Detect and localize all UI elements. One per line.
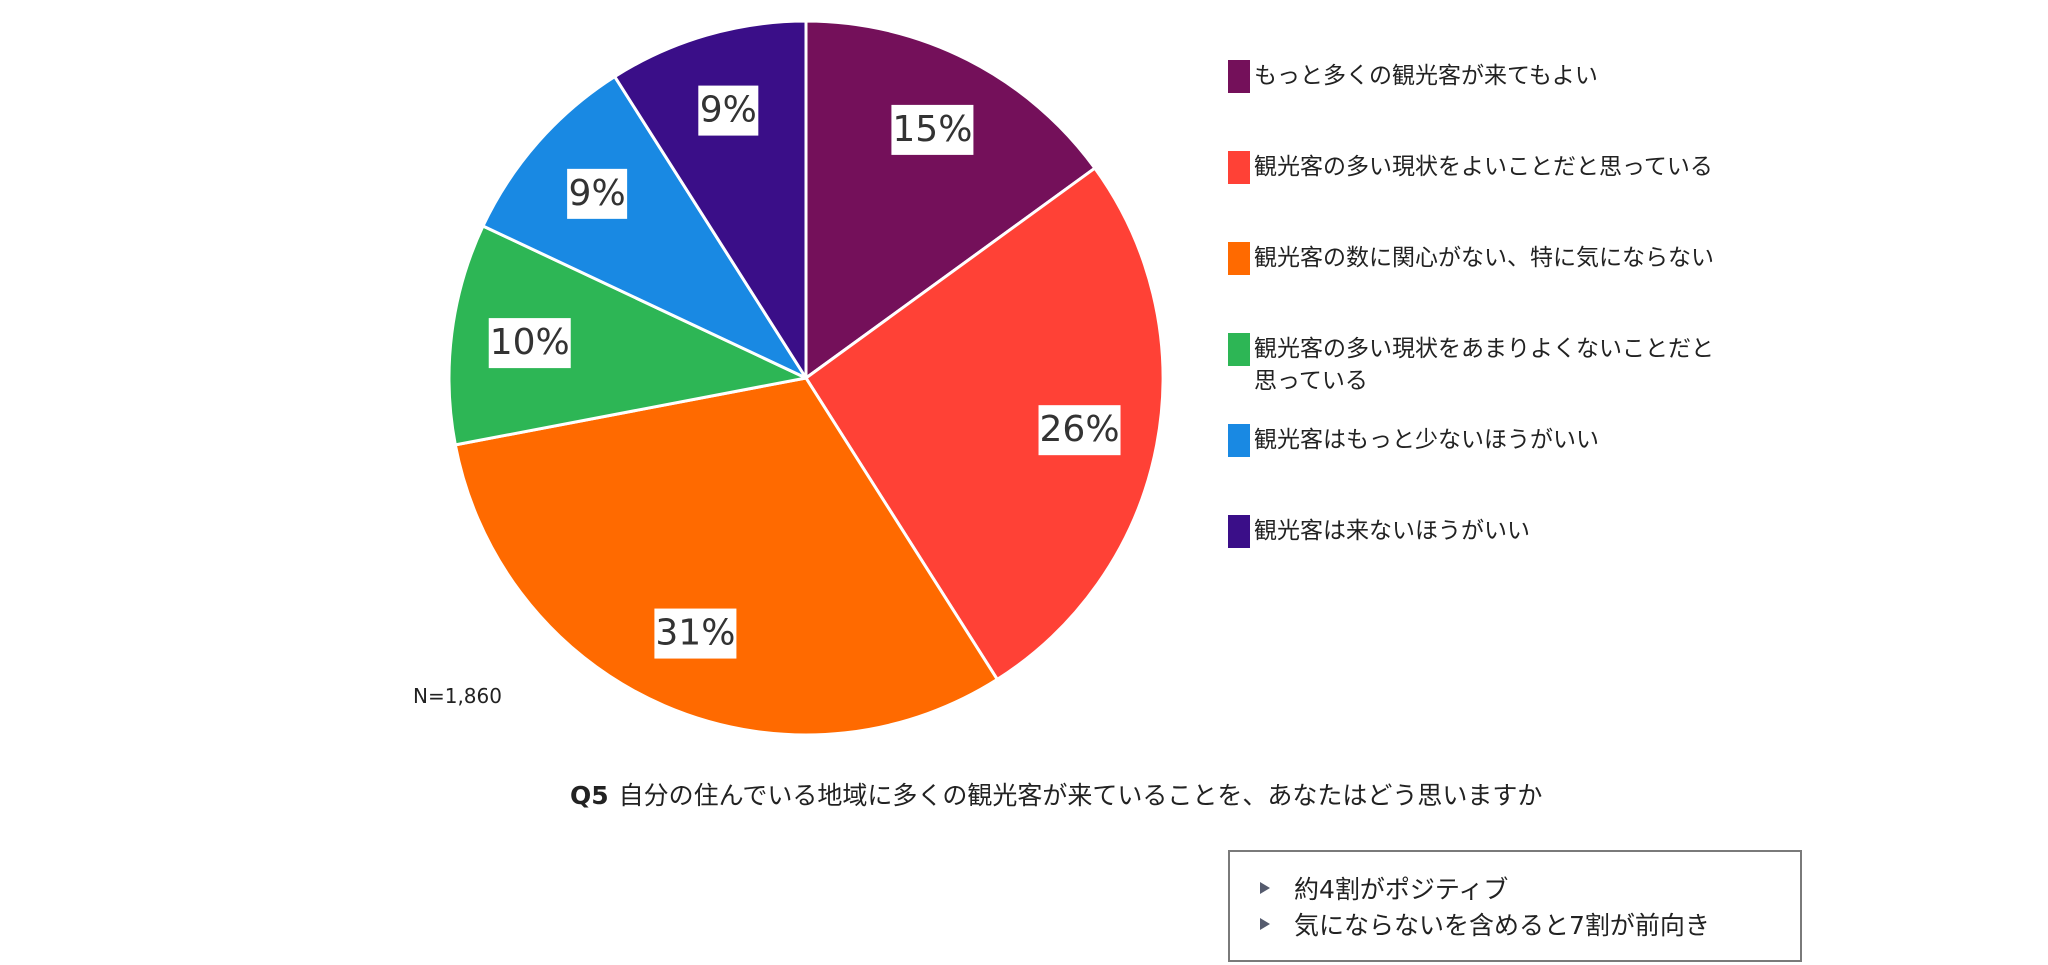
summary-item-1: 約4割がポジティブ [1260,870,1800,906]
pie-slice-2 [804,166,1165,681]
slice-label-6: 9% [700,90,757,131]
slice-label-4: 10% [490,322,570,363]
legend-swatch-2 [1228,151,1250,184]
legend-label-1: もっと多くの観光客が来てもよい [1254,63,1598,89]
question-number: Q5 [570,781,609,810]
slice-label-background-1 [891,104,974,155]
slice-label-3: 31% [655,613,735,654]
legend-label-4: 観光客の多い現状をあまりよくないことだと 思っている [1254,336,1714,394]
pie-slice-5 [481,75,808,380]
slice-label-background-4 [488,318,571,369]
slice-label-background-2 [1038,405,1121,456]
slice-label-background-3 [654,608,737,659]
legend-item-6: 観光客は来ないほうがいい [1228,515,1724,548]
slice-label-1: 15% [892,109,972,150]
summary-item-2: 気にならないを含めると7割が前向き [1260,906,1800,942]
legend-item-3: 観光客の数に関心がない、特に気にならない [1228,242,1724,275]
legend-swatch-5 [1228,424,1250,457]
slice-label-2: 26% [1040,409,1120,450]
slice-label-background-6 [698,85,759,136]
legend-item-4: 観光客の多い現状をあまりよくないことだと 思っている [1228,333,1724,397]
pie-slice-4 [447,224,808,447]
legend-label-3: 観光客の数に関心がない、特に気にならない [1254,245,1714,271]
pie-slice-3 [453,376,999,737]
legend-label-5: 観光客はもっと少ないほうがいい [1254,427,1599,453]
triangle-bullet-icon [1260,882,1270,894]
question-text: 自分の住んでいる地域に多くの観光客が来ていることを、あなたはどう思いますか [618,781,1543,810]
legend-swatch-4 [1228,333,1250,366]
legend-item-2: 観光客の多い現状をよいことだと思っている [1228,151,1724,184]
legend-swatch-3 [1228,242,1250,275]
summary-box: 約4割がポジティブ 気にならないを含めると7割が前向き [1228,850,1802,962]
legend-swatch-1 [1228,60,1250,93]
slice-label-background-5 [567,168,628,219]
legend-label-2: 観光客の多い現状をよいことだと思っている [1254,154,1713,180]
sample-size: N=1,860 [413,684,502,708]
legend-label-6: 観光客は来ないほうがいい [1254,518,1530,544]
legend-swatch-6 [1228,515,1250,548]
slice-labels: 15% 26% 31% 10% 9% 9% [488,85,1121,659]
pie-slice-1 [804,19,1097,380]
question-caption: Q5 自分の住んでいる地域に多くの観光客が来ていることを、あなたはどう思いますか [570,776,1542,812]
legend-item-1: もっと多くの観光客が来てもよい [1228,60,1724,93]
slice-label-5: 9% [569,173,626,214]
summary-text-1: 約4割がポジティブ [1294,875,1509,904]
summary-text-2: 気にならないを含めると7割が前向き [1294,911,1710,940]
triangle-bullet-icon [1260,918,1270,930]
legend-item-5: 観光客はもっと少ないほうがいい [1228,424,1724,457]
